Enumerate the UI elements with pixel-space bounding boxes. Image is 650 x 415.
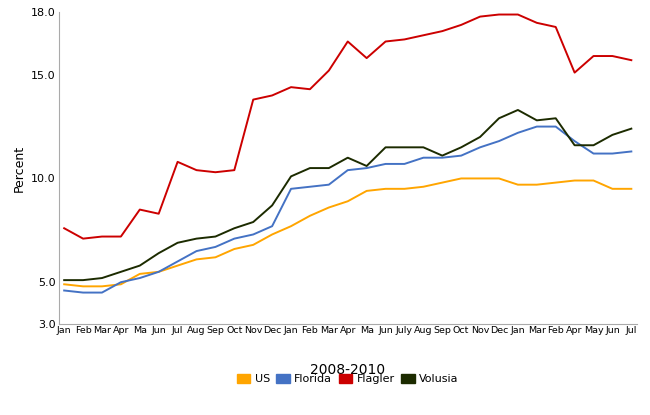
Legend: US, Florida, Flagler, Volusia: US, Florida, Flagler, Volusia bbox=[235, 372, 461, 387]
Text: 2008-2010: 2008-2010 bbox=[310, 363, 385, 376]
Y-axis label: Percent: Percent bbox=[12, 144, 25, 192]
